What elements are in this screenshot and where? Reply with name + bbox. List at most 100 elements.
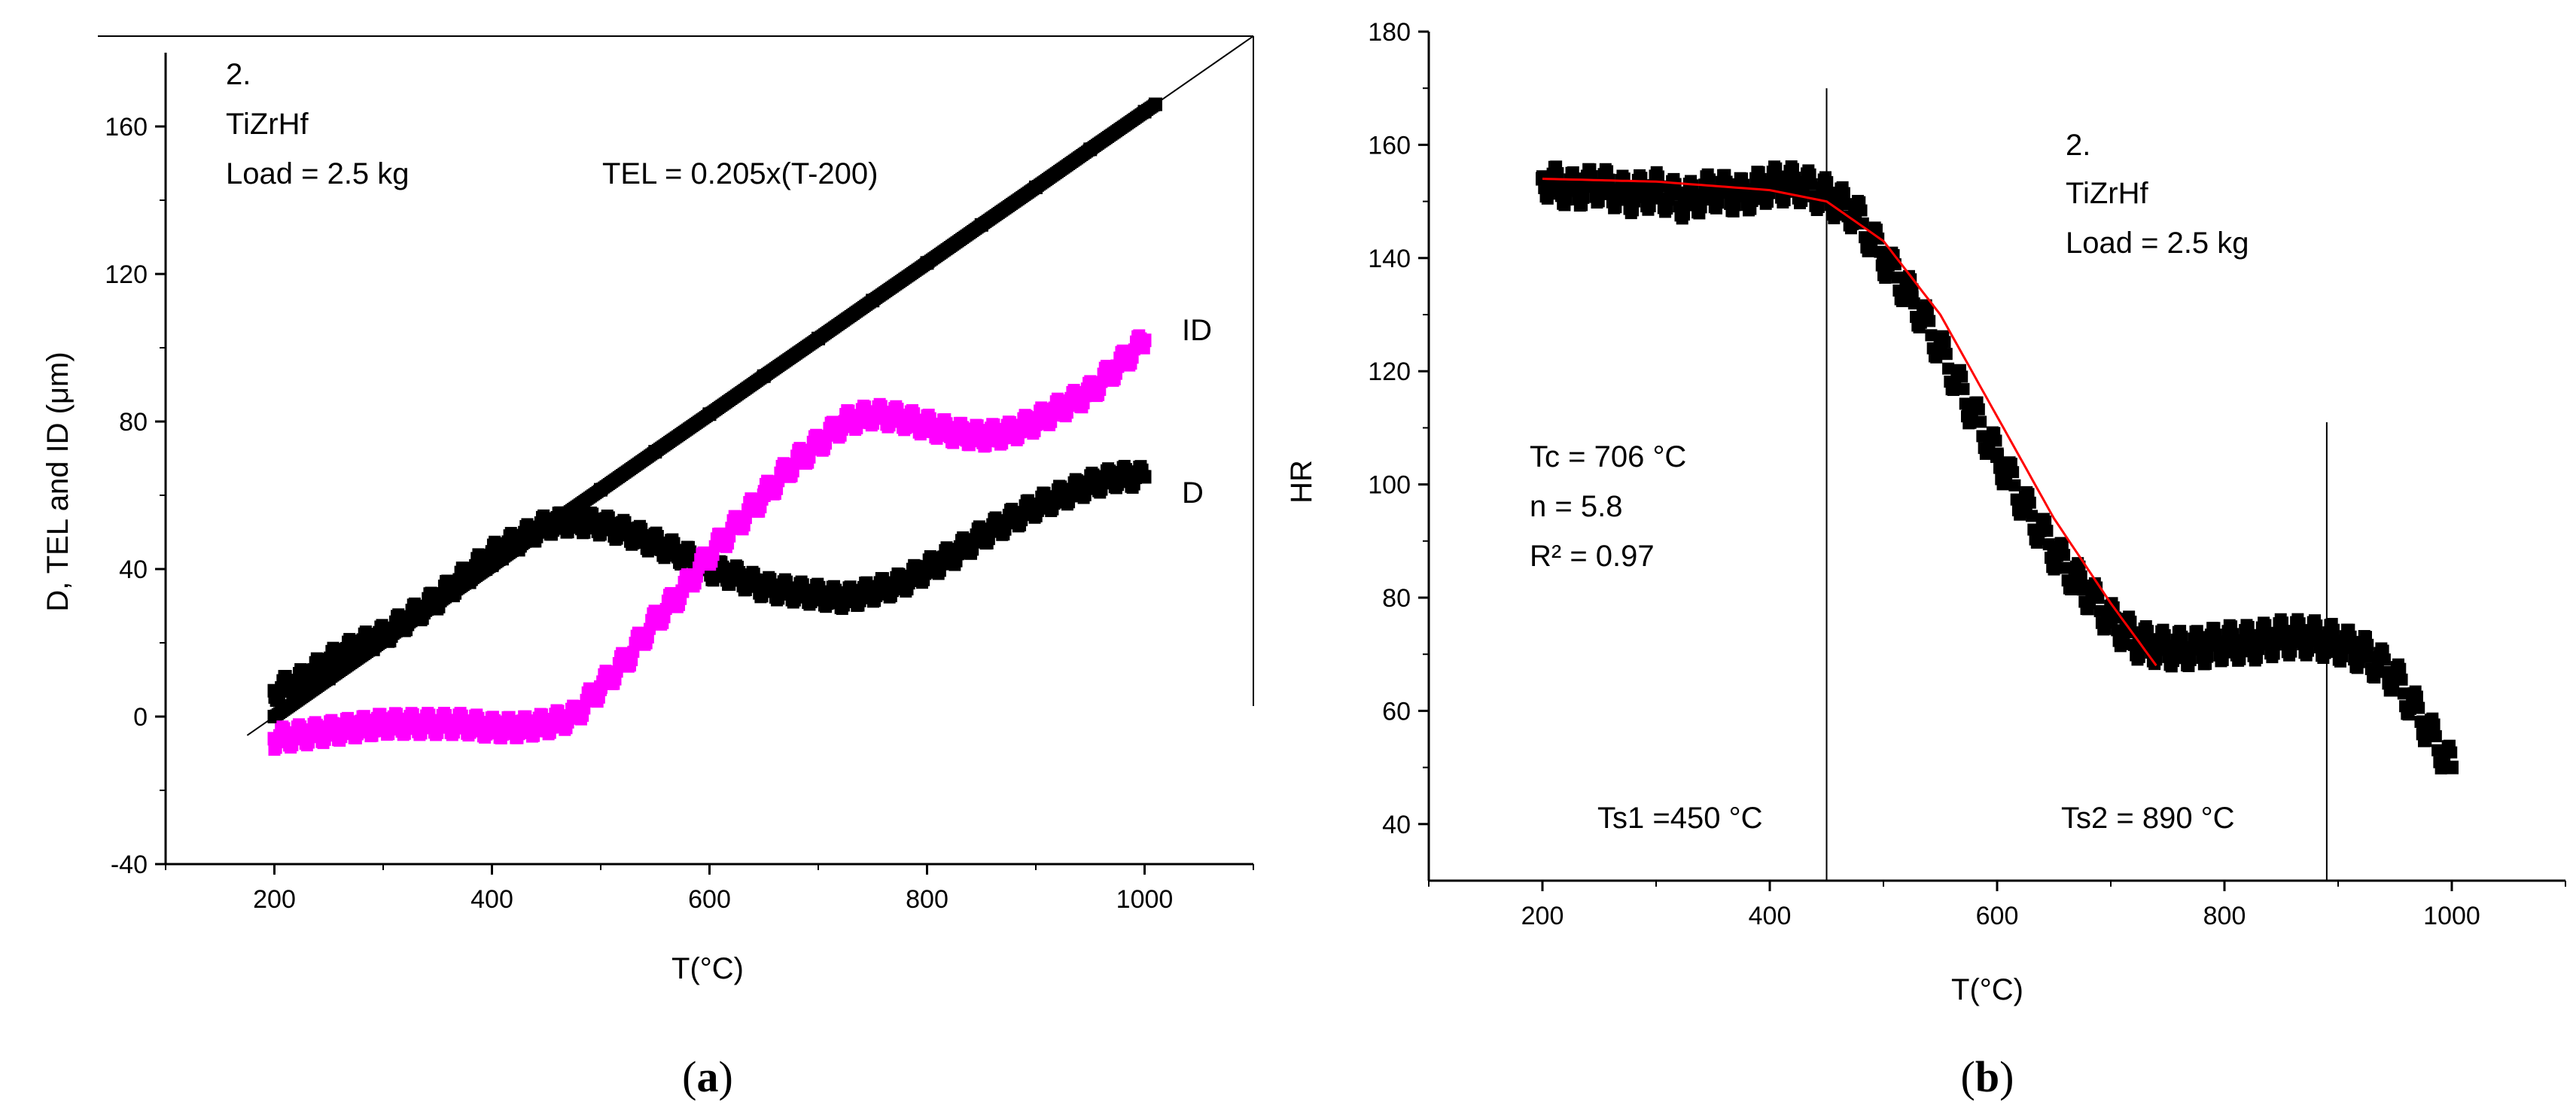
- data-point-hr: [1652, 170, 1665, 183]
- x-tick-label: 400: [1749, 902, 1792, 930]
- sample-number-b: 2.: [2066, 129, 2090, 162]
- data-point-hr: [1649, 183, 1663, 197]
- tc-label: Tc = 706 °C: [1530, 440, 1686, 473]
- data-point-hr: [1703, 173, 1716, 186]
- data-point-hr: [2218, 636, 2231, 650]
- data-point-d: [485, 547, 499, 562]
- data-point-id: [1056, 400, 1070, 414]
- data-point-hr: [2274, 630, 2288, 644]
- data-point-hr: [1621, 189, 1635, 203]
- series-hr: [1536, 160, 2459, 775]
- data-point-d: [512, 532, 526, 546]
- data-point-id: [729, 518, 744, 532]
- y-tick-label: 40: [119, 555, 148, 584]
- data-point-hr: [2167, 655, 2180, 668]
- data-point-hr: [1905, 273, 1917, 286]
- data-point-id: [512, 720, 526, 735]
- data-point-hr: [2007, 466, 2020, 479]
- data-point-hr: [1734, 189, 1749, 203]
- y-tick-label: 180: [1368, 18, 1411, 47]
- data-point-hr: [2429, 730, 2442, 743]
- data-point-hr: [2344, 630, 2357, 643]
- data-point-hr: [2133, 650, 2145, 663]
- n-label: n = 5.8: [1530, 490, 1622, 523]
- data-point-hr: [1720, 175, 1733, 188]
- data-point-d: [893, 577, 907, 591]
- data-point-hr: [2416, 715, 2431, 729]
- data-point-d: [729, 569, 744, 583]
- data-point-d: [974, 528, 988, 543]
- data-point-id: [321, 724, 336, 738]
- x-axis-label-b: T(°C): [1951, 973, 2023, 1006]
- alloy-label-b: TiZrHf: [2066, 177, 2148, 210]
- data-point-id: [349, 720, 363, 735]
- panel-caption-b: (b): [1961, 1052, 2014, 1101]
- data-point-hr: [1819, 189, 1834, 203]
- data-point-hr: [1637, 180, 1649, 193]
- data-point-hr: [1962, 398, 1976, 412]
- y-axis-label-b: HR: [1285, 460, 1318, 504]
- load-label-a: Load = 2.5 kg: [226, 157, 410, 190]
- data-point-hr: [2445, 746, 2458, 759]
- data-point-hr: [2336, 650, 2349, 662]
- data-point-hr: [2378, 653, 2391, 666]
- data-point-hr: [2428, 718, 2441, 731]
- data-point-d: [403, 610, 418, 624]
- data-point-id: [648, 613, 662, 628]
- x-tick-label: 800: [906, 885, 948, 914]
- data-point-id: [811, 437, 825, 451]
- data-point-hr: [1933, 342, 1947, 356]
- data-point-hr: [1848, 205, 1862, 220]
- data-point-d: [539, 518, 553, 532]
- r2-label: R² = 0.97: [1530, 540, 1655, 573]
- data-point-id: [376, 717, 390, 731]
- data-point-d: [648, 536, 662, 550]
- data-point-id: [1001, 425, 1015, 440]
- data-point-id: [458, 717, 472, 731]
- ticks-b: 200 400 600 800 1000 40 60 80 100 120 140 160 180: [1368, 18, 2566, 930]
- data-point-hr: [2176, 630, 2188, 643]
- y-tick-label: 0: [133, 703, 148, 732]
- data-point-d: [1029, 499, 1043, 513]
- data-point-hr: [2261, 627, 2273, 640]
- data-point-id: [893, 411, 907, 425]
- data-point-hr: [1821, 175, 1834, 188]
- data-point-id: [702, 547, 717, 562]
- y-tick-label: 160: [1368, 131, 1411, 160]
- sample-number-a: 2.: [226, 58, 251, 91]
- data-point-hr: [2058, 549, 2071, 562]
- data-point-hr: [1956, 370, 1969, 383]
- data-point-tel: [594, 482, 607, 497]
- data-point-d: [376, 629, 390, 643]
- data-point-hr: [2445, 760, 2459, 775]
- y-tick-label: 160: [105, 113, 148, 142]
- data-point-id: [1137, 333, 1152, 348]
- data-point-tel: [1083, 142, 1098, 157]
- data-point-hr: [1543, 187, 1556, 200]
- data-point-hr: [2388, 670, 2402, 684]
- y-tick-label: 80: [119, 408, 148, 437]
- data-point-hr: [2359, 647, 2374, 662]
- data-points-b: [1536, 160, 2459, 775]
- series-label-d: D: [1182, 476, 1204, 510]
- x-tick-label: 600: [1976, 902, 2019, 930]
- data-point-tel: [1029, 180, 1043, 194]
- y-tick-label: 140: [1368, 245, 1411, 273]
- data-point-hr: [1804, 168, 1816, 181]
- data-point-hr: [2303, 630, 2317, 644]
- y-tick-label: 120: [1368, 358, 1411, 386]
- data-point-hr: [1677, 208, 1690, 221]
- data-point-hr: [2235, 645, 2248, 658]
- y-tick-label: 60: [1382, 697, 1411, 726]
- fit-curve: [1542, 178, 2157, 667]
- data-point-d: [947, 547, 961, 562]
- data-point-d: [431, 592, 445, 606]
- chart-panel-b: 200 400 600 800 1000 40 60 80 100 120 140 160 180 2.…: [1285, 18, 2566, 1101]
- equation-label: TEL = 0.205x(T-200): [602, 157, 878, 190]
- data-point-hr: [2104, 613, 2118, 628]
- data-point-id: [431, 717, 445, 731]
- caption-letter-b: b: [1975, 1052, 1999, 1101]
- data-point-hr: [2073, 560, 2086, 573]
- data-point-d: [784, 584, 798, 598]
